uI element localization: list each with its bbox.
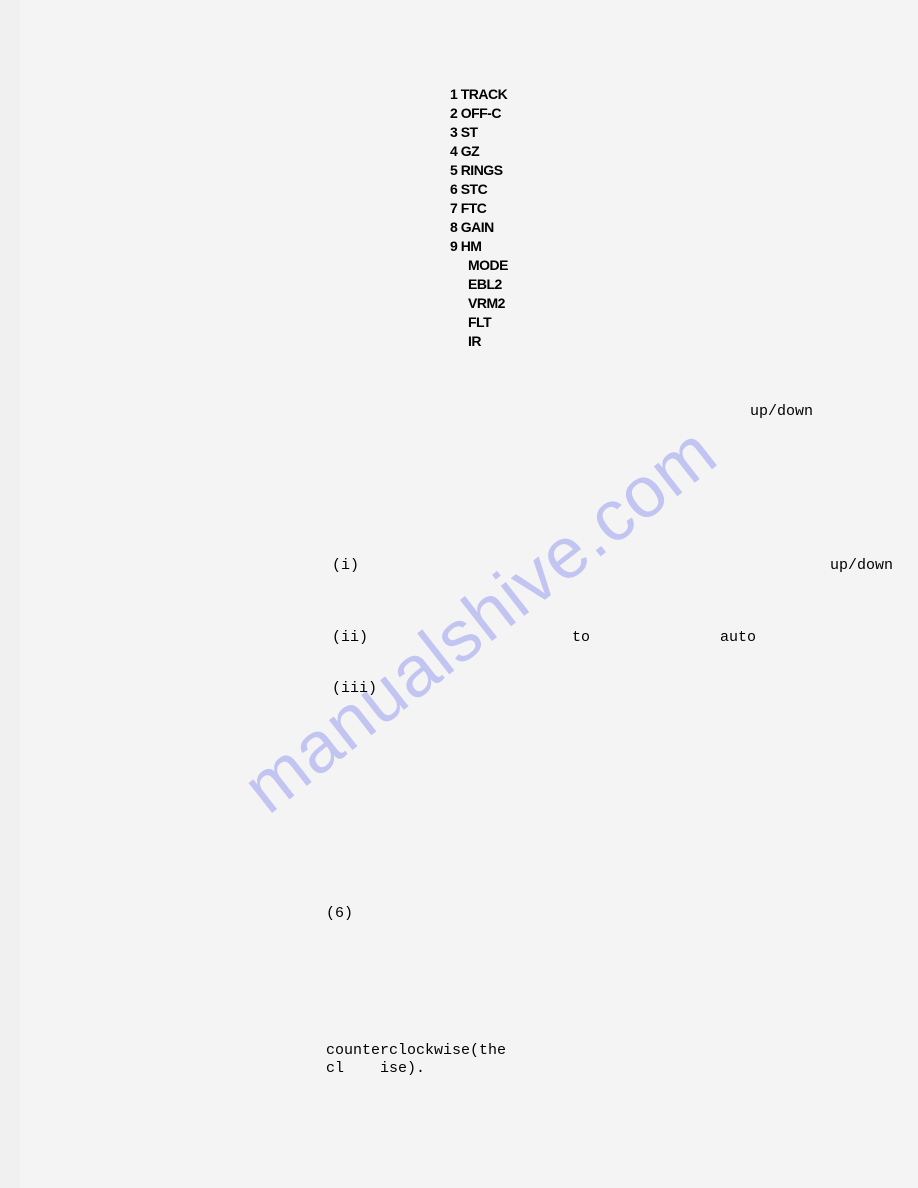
list-item-num: 4 (450, 143, 457, 159)
list-item-num: 3 (450, 124, 457, 140)
page: manualshive.com 1 TRACK 2 OFF-C 3 ST 4 G… (20, 0, 918, 1188)
list-item-label: FTC (461, 200, 487, 216)
list-item-label: RINGS (461, 162, 503, 178)
list-item-num: 6 (450, 181, 457, 197)
watermark-text: manualshive.com (228, 411, 732, 830)
list-item-label: STC (461, 181, 488, 197)
list-item-num: 5 (450, 162, 457, 178)
list-item: 9 HM (450, 237, 508, 256)
list-sub-item-label: IR (468, 333, 481, 349)
list-item: 8 GAIN (450, 218, 508, 237)
list-sub-item: VRM2 (468, 294, 508, 313)
list-item-label: HM (461, 238, 482, 254)
list-sub-item: IR (468, 332, 508, 351)
list-item: 6 STC (450, 180, 508, 199)
text-fragment-updown: up/down (750, 403, 813, 420)
text-fragment-ccw-line2: cl ise). (326, 1060, 425, 1077)
text-fragment-ccw-line2b: ise). (380, 1060, 425, 1077)
menu-list: 1 TRACK 2 OFF-C 3 ST 4 GZ 5 RINGS 6 STC … (450, 85, 508, 351)
list-item-num: 9 (450, 238, 457, 254)
list-item-label: TRACK (461, 86, 508, 102)
list-sub-item-label: FLT (468, 314, 491, 330)
text-fragment-roman-ii: (ii) (332, 629, 368, 646)
list-item-num: 7 (450, 200, 457, 216)
list-sub-item: EBL2 (468, 275, 508, 294)
list-item: 2 OFF-C (450, 104, 508, 123)
text-fragment-roman-iii: (iii) (332, 680, 377, 697)
text-fragment-updown: up/down (830, 557, 893, 574)
list-item-num: 8 (450, 219, 457, 235)
list-item-label: OFF-C (461, 105, 501, 121)
list-item: 3 ST (450, 123, 508, 142)
list-item-label: ST (461, 124, 478, 140)
list-sub-item-label: EBL2 (468, 276, 502, 292)
text-fragment-auto: auto (720, 629, 756, 646)
text-fragment-ccw-line1: counterclockwise(the (326, 1042, 506, 1059)
text-fragment-ccw-line2a: cl (326, 1060, 344, 1077)
list-item: 1 TRACK (450, 85, 508, 104)
list-sub-item-label: MODE (468, 257, 508, 273)
list-item-label: GAIN (461, 219, 494, 235)
list-item: 5 RINGS (450, 161, 508, 180)
list-item: 7 FTC (450, 199, 508, 218)
text-fragment-gap (344, 1060, 380, 1077)
list-item-label: GZ (461, 143, 479, 159)
list-sub-item-label: VRM2 (468, 295, 505, 311)
list-item-num: 2 (450, 105, 457, 121)
text-fragment-roman-i: (i) (332, 557, 359, 574)
list-item: 4 GZ (450, 142, 508, 161)
text-fragment-num-6: (6) (326, 905, 353, 922)
list-item-num: 1 (450, 86, 457, 102)
list-sub-item: FLT (468, 313, 508, 332)
text-fragment-to: to (572, 629, 590, 646)
list-sub-item: MODE (468, 256, 508, 275)
